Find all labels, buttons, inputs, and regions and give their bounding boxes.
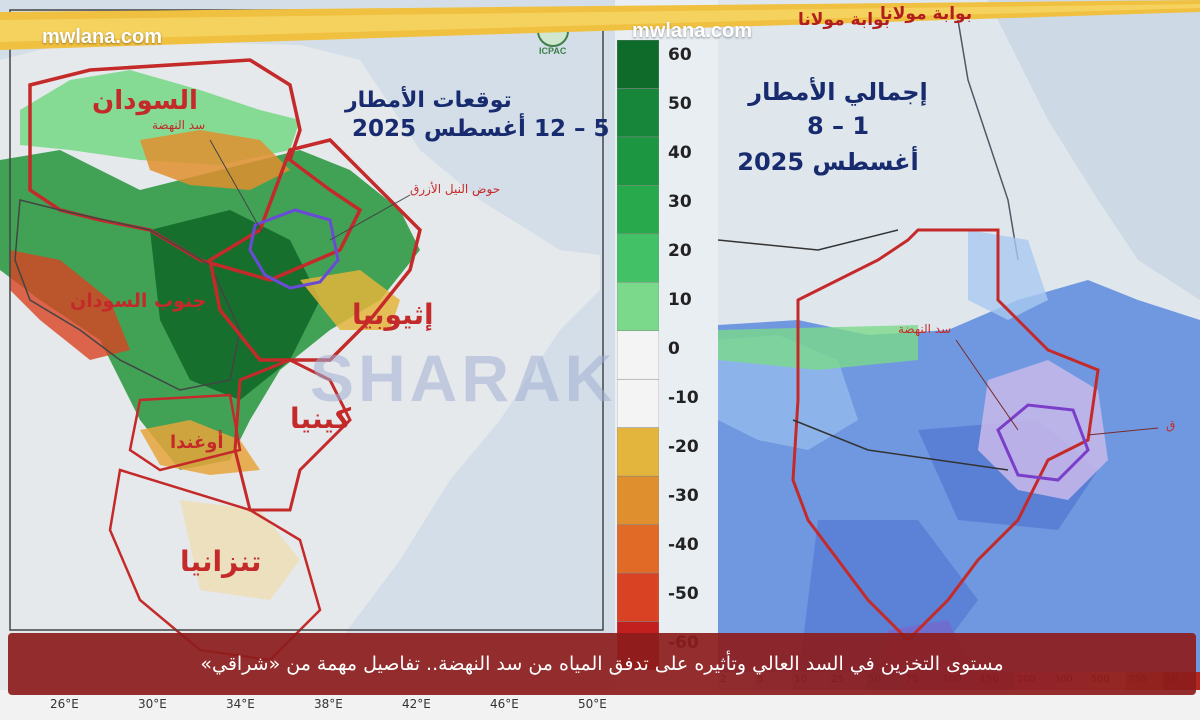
longitude-label: 50°E xyxy=(578,697,607,711)
colorbar-tick-label: 0 xyxy=(668,339,680,359)
colorbar-tick-label: -50 xyxy=(668,584,699,604)
longitude-label: 30°E xyxy=(138,697,167,711)
label-tanzania: تنزانيا xyxy=(180,545,262,578)
colorbar-tick-label: -10 xyxy=(668,388,699,408)
label-south-sudan: جنوب السودان xyxy=(70,290,207,312)
colorbar-tick-label: 60 xyxy=(668,45,692,65)
colorbar-swatch xyxy=(617,233,659,283)
colorbar-swatch xyxy=(617,524,659,574)
colorbar-tick-label: -40 xyxy=(668,535,699,555)
label-blue-nile-basin: حوض النيل الأزرق xyxy=(410,182,501,196)
longitude-label: 38°E xyxy=(314,697,343,711)
colorbar-swatch xyxy=(617,282,659,332)
colorbar-tick-label: -30 xyxy=(668,486,699,506)
longitude-label: 26°E xyxy=(50,697,79,711)
colorbar-tick-label: 30 xyxy=(668,192,692,212)
label-uganda: أوغندا xyxy=(170,432,224,453)
colorbar-swatch xyxy=(617,427,659,477)
label-gerd-right: سد النهضة xyxy=(898,322,952,336)
colorbar-swatch xyxy=(617,378,659,428)
total-title-line1: إجمالي الأمطار xyxy=(748,78,928,106)
rainfall-total-map: إجمالي الأمطار 1 – 8 أغسطس 2025 سد النهض… xyxy=(718,0,1200,690)
forecast-title-line2: 5 – 12 أغسطس 2025 xyxy=(352,116,610,142)
total-title-line2: 1 – 8 xyxy=(806,112,870,140)
icpac-logo-text: ICPAC xyxy=(539,46,567,56)
longitude-strip xyxy=(0,690,1200,720)
longitude-label: 46°E xyxy=(490,697,519,711)
article-headline-text: مستوى التخزين في السد العالي وتأثيره على… xyxy=(200,653,1004,675)
label-edge-right: ق xyxy=(1166,418,1176,432)
anomaly-colorbar xyxy=(617,40,659,670)
colorbar-swatch xyxy=(617,136,659,186)
colorbar-swatch xyxy=(617,572,659,622)
site-brand-center: mwlana.com xyxy=(632,20,753,42)
total-map-graphic xyxy=(718,0,1200,690)
article-headline[interactable]: مستوى التخزين في السد العالي وتأثيره على… xyxy=(8,633,1196,695)
colorbar-swatch xyxy=(617,185,659,235)
label-kenya: كينيا xyxy=(290,402,352,435)
label-gerd: سد النهضة xyxy=(152,118,206,132)
site-brand-left: mwlana.com xyxy=(42,26,163,48)
forecast-title-line1: توقعات الأمطار xyxy=(345,88,512,113)
brand-banner xyxy=(0,0,1200,50)
colorbar-swatch xyxy=(617,330,659,380)
total-title-line3: أغسطس 2025 xyxy=(737,148,919,176)
longitude-label: 34°E xyxy=(226,697,255,711)
colorbar-tick-label: 40 xyxy=(668,143,692,163)
label-sudan: السودان xyxy=(92,86,198,116)
sharaky-watermark: SHARAKY xyxy=(310,341,615,415)
label-ethiopia: إثيوبيا xyxy=(352,298,434,331)
colorbar-swatch xyxy=(617,475,659,525)
colorbar-tick-label: 20 xyxy=(668,241,692,261)
colorbar-tick-label: 10 xyxy=(668,290,692,310)
colorbar-tick-label: -20 xyxy=(668,437,699,457)
rainfall-forecast-map: توقعات الأمطار 5 – 12 أغسطس 2025 السودان… xyxy=(0,0,615,690)
colorbar-swatch xyxy=(617,88,659,138)
forecast-map-graphic xyxy=(0,0,615,690)
brand-arabic-2: بوابة مولانا xyxy=(880,4,973,24)
colorbar-tick-label: 50 xyxy=(668,94,692,114)
longitude-label: 42°E xyxy=(402,697,431,711)
brand-arabic-1: بوابة مولانا xyxy=(798,10,891,30)
